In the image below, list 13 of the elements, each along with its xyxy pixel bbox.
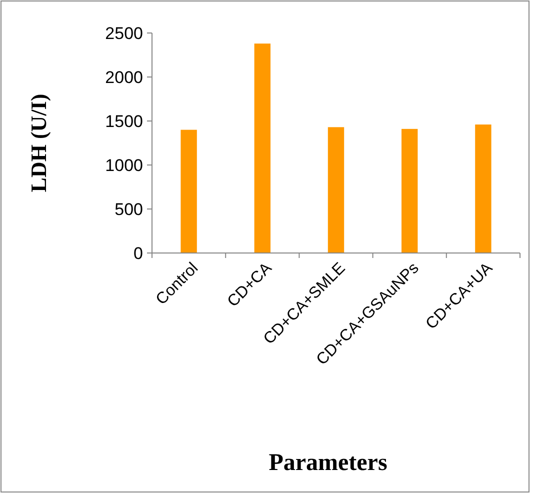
- bar: [254, 44, 270, 253]
- bar: [328, 127, 344, 253]
- bar: [475, 124, 492, 253]
- y-tick-label: 1500: [105, 112, 143, 131]
- y-tick-label: 0: [134, 244, 143, 263]
- y-tick-label: 1000: [105, 156, 143, 175]
- y-tick-label: 2500: [105, 24, 143, 43]
- x-axis-title: Parameters: [268, 450, 388, 476]
- bar: [180, 130, 197, 253]
- bar: [402, 128, 418, 253]
- y-tick-label: 500: [114, 200, 143, 219]
- y-tick-label: 2000: [105, 68, 143, 87]
- y-axis-title: LDH (U/I): [26, 94, 51, 192]
